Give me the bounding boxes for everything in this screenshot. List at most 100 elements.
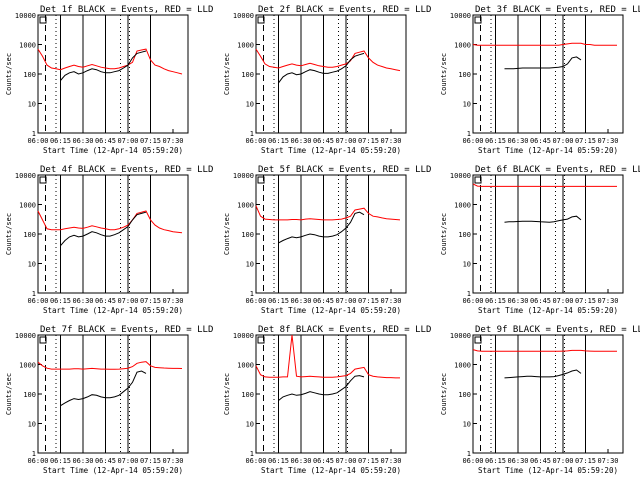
- series-lld: [255, 48, 401, 72]
- series-events: [60, 370, 147, 407]
- panel-9: Det 9f BLACK = Events, RED = LLD 1 10 100 10…: [440, 325, 640, 475]
- x-tick-label: 06:15: [268, 297, 289, 305]
- y-tick-label: 100: [458, 231, 471, 239]
- x-tick-label: 06:00: [462, 137, 483, 145]
- series-lld: [37, 361, 183, 370]
- panel-5: Det 5f BLACK = Events, RED = LLD 1 10 100 10…: [223, 165, 431, 315]
- x-axis-label: Start Time (12-Apr-14 05:59:20): [43, 466, 183, 475]
- x-tick-label: 06:15: [50, 457, 71, 465]
- x-tick-label: 06:30: [507, 137, 528, 145]
- y-tick-label: 10: [463, 421, 471, 429]
- x-tick-label: 07:30: [380, 457, 401, 465]
- y-axis-label: Counts/sec: [440, 213, 448, 255]
- series-lld: [255, 334, 400, 379]
- panel-title: Det 5f BLACK = Events, RED = LLD: [258, 165, 431, 175]
- x-tick-label: 06:45: [530, 297, 551, 305]
- x-tick-label: 07:00: [552, 137, 573, 145]
- y-tick-label: 1: [32, 450, 36, 458]
- x-tick-label: 06:45: [95, 137, 116, 145]
- y-axis-label: Counts/sec: [440, 53, 448, 95]
- y-tick-label: 10: [28, 261, 36, 269]
- y-axis-label: Counts/sec: [5, 53, 13, 95]
- corner-mark: [474, 336, 482, 344]
- y-tick-label: 1000: [19, 362, 36, 370]
- y-tick-label: 100: [241, 391, 254, 399]
- y-tick-label: 1: [250, 450, 254, 458]
- corner-mark: [39, 336, 47, 344]
- series-lld: [472, 349, 617, 352]
- x-tick-label: 06:00: [27, 297, 48, 305]
- x-tick-label: 07:15: [358, 137, 379, 145]
- y-axis-label: Counts/sec: [223, 213, 231, 255]
- x-tick-label: 06:00: [462, 297, 483, 305]
- panel-1: Det 1f BLACK = Events, RED = LLD 1 10 100 10…: [5, 5, 213, 155]
- y-tick-label: 10000: [450, 172, 471, 180]
- series-events: [504, 215, 582, 223]
- y-tick-label: 100: [23, 231, 36, 239]
- y-tick-label: 10: [463, 101, 471, 109]
- x-tick-label: 07:00: [117, 457, 138, 465]
- y-axis-label: Counts/sec: [223, 53, 231, 95]
- series-events: [504, 56, 582, 70]
- y-tick-label: 1: [467, 290, 471, 298]
- y-tick-label: 1000: [454, 202, 471, 210]
- x-tick-label: 07:00: [552, 457, 573, 465]
- x-tick-label: 06:30: [290, 457, 311, 465]
- series-events: [60, 211, 147, 247]
- series-lld: [472, 42, 617, 46]
- series-events: [278, 375, 365, 401]
- panel-6: Det 6f BLACK = Events, RED = LLD 1 10 100 10…: [440, 165, 640, 315]
- x-tick-label: 06:15: [50, 297, 71, 305]
- x-tick-label: 07:30: [597, 137, 618, 145]
- x-tick-label: 06:30: [72, 297, 93, 305]
- y-tick-label: 10: [246, 421, 254, 429]
- y-tick-label: 100: [458, 391, 471, 399]
- series-events: [278, 52, 365, 84]
- y-axis-label: Counts/sec: [223, 373, 231, 415]
- panel-title: Det 7f BLACK = Events, RED = LLD: [40, 325, 213, 335]
- y-tick-label: 1: [250, 130, 254, 138]
- x-tick-label: 07:15: [140, 297, 161, 305]
- x-tick-label: 06:45: [313, 457, 334, 465]
- x-tick-label: 06:30: [507, 457, 528, 465]
- y-tick-label: 10000: [15, 12, 36, 20]
- x-axis-label: Start Time (12-Apr-14 05:59:20): [43, 306, 183, 315]
- x-tick-label: 06:15: [268, 457, 289, 465]
- panel-4: Det 4f BLACK = Events, RED = LLD 1 10 100 10…: [5, 165, 213, 315]
- y-tick-label: 1000: [454, 42, 471, 50]
- y-tick-label: 10000: [15, 332, 36, 340]
- x-tick-label: 06:00: [245, 297, 266, 305]
- y-tick-label: 1: [32, 130, 36, 138]
- x-axis-label: Start Time (12-Apr-14 05:59:20): [261, 466, 401, 475]
- corner-mark: [257, 16, 265, 24]
- x-tick-label: 06:45: [95, 297, 116, 305]
- x-axis-label: Start Time (12-Apr-14 05:59:20): [478, 146, 618, 155]
- y-tick-label: 1000: [237, 42, 254, 50]
- panel-title: Det 2f BLACK = Events, RED = LLD: [258, 5, 431, 15]
- x-tick-label: 07:15: [140, 457, 161, 465]
- x-tick-label: 07:30: [162, 297, 183, 305]
- y-tick-label: 1000: [19, 42, 36, 50]
- y-axis-label: Counts/sec: [440, 373, 448, 415]
- x-tick-label: 07:15: [140, 137, 161, 145]
- x-tick-label: 06:00: [245, 137, 266, 145]
- panel-title: Det 6f BLACK = Events, RED = LLD: [475, 165, 640, 175]
- x-tick-label: 06:30: [290, 297, 311, 305]
- x-tick-label: 07:30: [597, 297, 618, 305]
- y-axis-label: Counts/sec: [5, 373, 13, 415]
- panel-2: Det 2f BLACK = Events, RED = LLD 1 10 100 10…: [223, 5, 431, 155]
- y-tick-label: 10: [28, 421, 36, 429]
- x-tick-label: 07:30: [380, 297, 401, 305]
- x-tick-label: 07:30: [597, 457, 618, 465]
- x-tick-label: 07:00: [117, 297, 138, 305]
- x-tick-label: 06:45: [95, 457, 116, 465]
- y-tick-label: 10: [246, 101, 254, 109]
- x-tick-label: 07:30: [162, 457, 183, 465]
- y-tick-label: 10: [246, 261, 254, 269]
- series-events: [278, 211, 365, 244]
- y-tick-label: 100: [241, 231, 254, 239]
- x-tick-label: 07:00: [117, 137, 138, 145]
- x-tick-label: 06:00: [27, 457, 48, 465]
- y-tick-label: 1000: [237, 362, 254, 370]
